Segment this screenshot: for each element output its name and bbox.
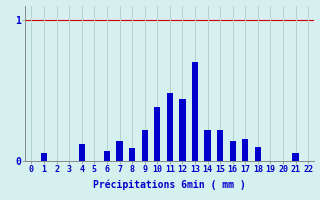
Bar: [79, 144, 85, 161]
Bar: [104, 151, 110, 161]
Bar: [129, 148, 135, 161]
Bar: [116, 141, 123, 161]
Bar: [192, 62, 198, 161]
Bar: [217, 130, 223, 161]
Bar: [242, 139, 248, 161]
Bar: [255, 147, 261, 161]
X-axis label: Précipitations 6min ( mm ): Précipitations 6min ( mm ): [93, 180, 246, 190]
Bar: [154, 107, 160, 161]
Bar: [229, 141, 236, 161]
Bar: [179, 99, 186, 161]
Bar: [141, 130, 148, 161]
Bar: [292, 153, 299, 161]
Bar: [41, 153, 47, 161]
Bar: [167, 93, 173, 161]
Bar: [204, 130, 211, 161]
